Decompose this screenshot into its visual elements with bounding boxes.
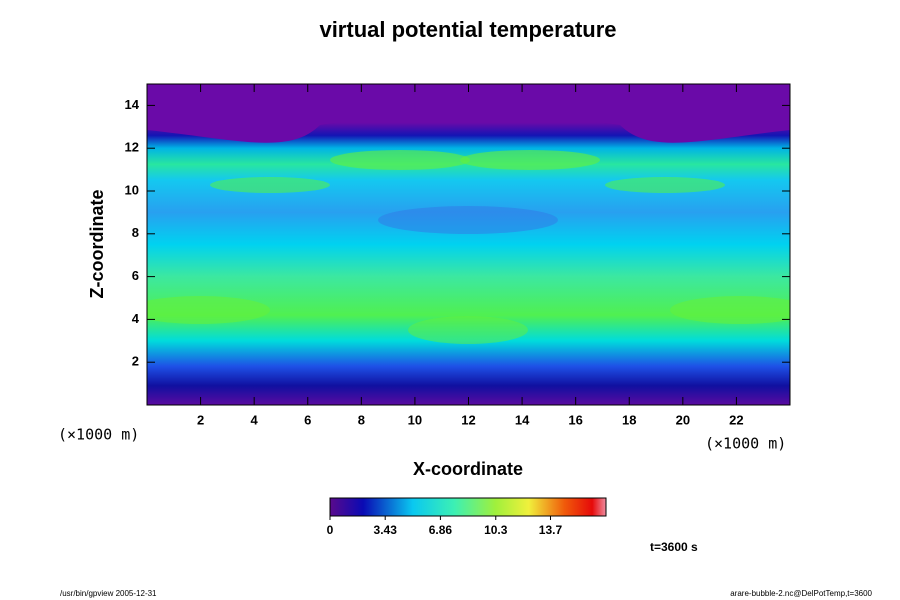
colorbar-tick-label: 13.7 (539, 523, 563, 537)
footer-left: /usr/bin/gpview 2005-12-31 (60, 589, 157, 598)
colorbar (329, 497, 607, 517)
chart-title: virtual potential temperature (319, 17, 616, 42)
x-tick-label: 4 (251, 412, 259, 427)
x-unit: (×1000 m) (705, 435, 786, 453)
x-tick-label: 10 (408, 412, 422, 427)
x-tick-label: 20 (676, 412, 690, 427)
x-tick-label: 8 (358, 412, 365, 427)
y-unit: (×1000 m) (58, 426, 139, 444)
colorbar-tick-label: 6.86 (429, 523, 453, 537)
y-tick-label: 6 (132, 268, 139, 283)
colorbar-tick-label: 0 (327, 523, 334, 537)
x-tick-label: 14 (515, 412, 530, 427)
y-tick-label: 4 (132, 311, 140, 326)
y-axis-label: Z-coordinate (87, 189, 107, 298)
time-label: t=3600 s (650, 540, 698, 554)
footer-right: arare-bubble-2.nc@DelPotTemp,t=3600 (730, 589, 872, 598)
colorbar-tick-label: 10.3 (484, 523, 508, 537)
y-tick-label: 2 (132, 354, 139, 369)
colorbar-tick-label: 3.43 (374, 523, 398, 537)
x-tick-label: 18 (622, 412, 636, 427)
x-tick-label: 12 (461, 412, 475, 427)
x-tick-label: 2 (197, 412, 204, 427)
x-tick-label: 22 (729, 412, 743, 427)
field (147, 84, 790, 405)
y-tick-label: 10 (125, 182, 139, 197)
x-axis-label: X-coordinate (413, 459, 523, 479)
y-tick-label: 12 (125, 140, 139, 155)
y-tick-label: 8 (132, 225, 139, 240)
x-tick-label: 16 (568, 412, 582, 427)
y-tick-label: 14 (125, 97, 140, 112)
x-tick-label: 6 (304, 412, 311, 427)
